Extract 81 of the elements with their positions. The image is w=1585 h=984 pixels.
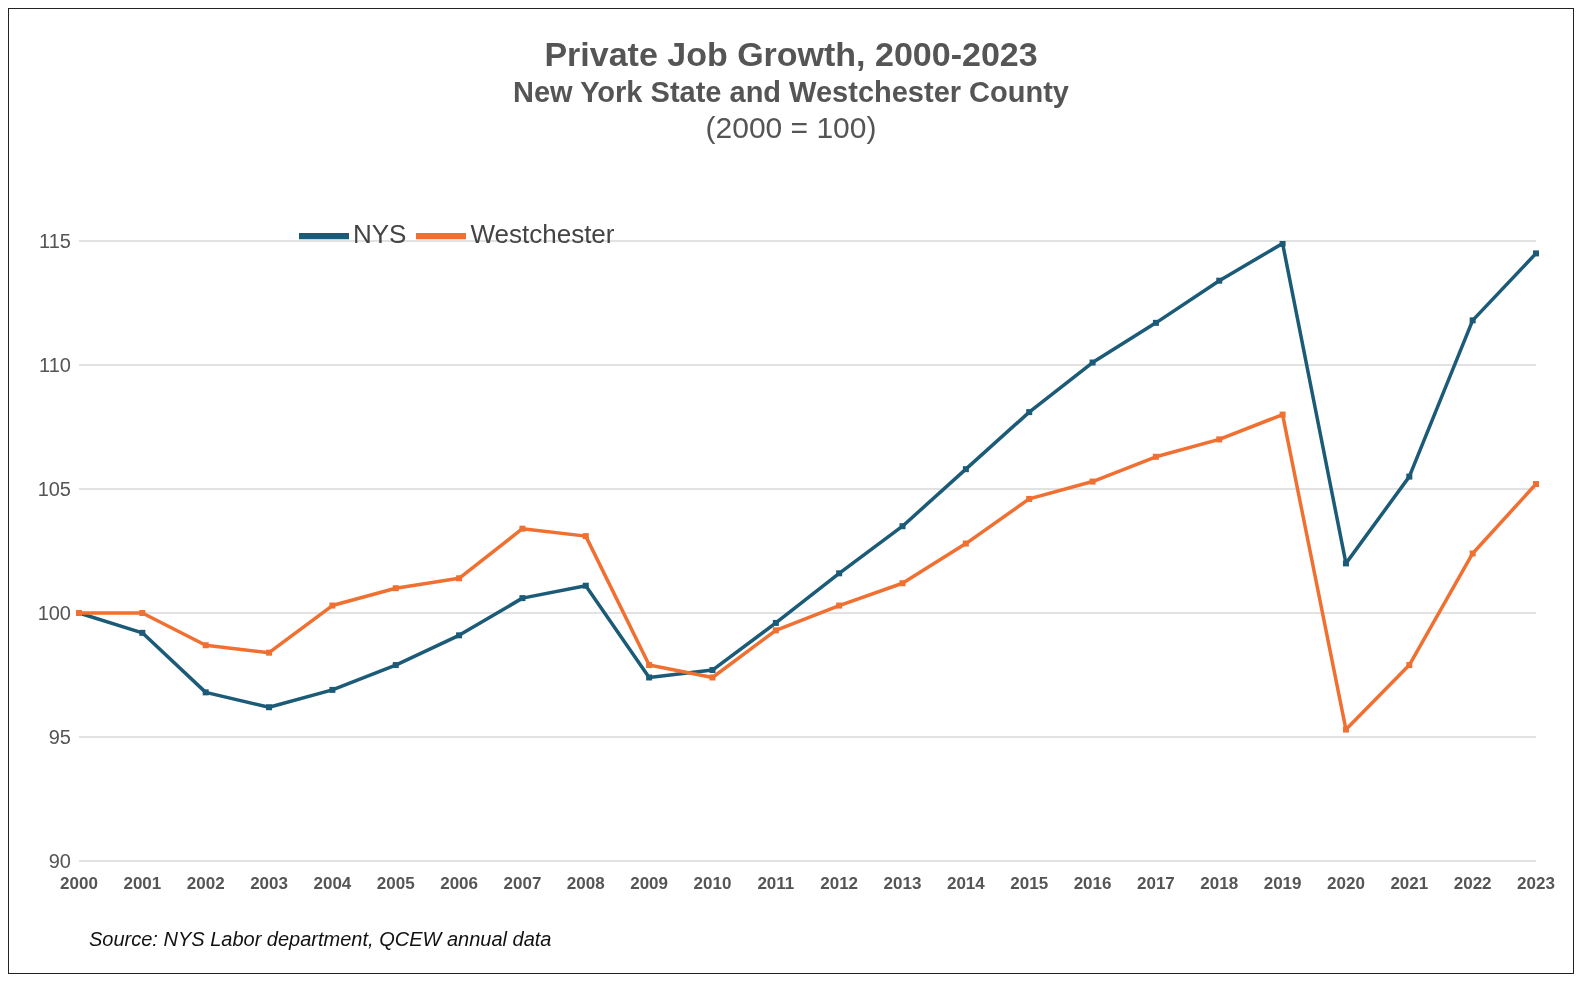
point [456,575,463,582]
x-tick-label: 2016 [1073,874,1112,894]
x-tick-label: 2013 [883,874,922,894]
x-tick-label: 2001 [123,874,162,894]
point [1533,481,1539,488]
point [962,466,969,473]
point [1406,662,1413,669]
x-tick-label: 2009 [630,874,669,894]
point [582,533,589,540]
y-tick-label: 110 [39,354,71,377]
point [709,667,716,674]
point [1533,250,1539,257]
x-tick-label: 2023 [1517,874,1555,894]
point [1279,241,1286,247]
x-tick-label: 2003 [250,874,288,894]
point [709,674,716,681]
point [202,642,209,649]
point [1026,495,1033,502]
legend-label: Westchester [470,218,615,249]
point [266,649,273,656]
x-tick-label: 2014 [946,874,986,894]
point [582,582,589,589]
point [139,610,146,616]
x-tick-label: 2004 [313,874,352,894]
x-tick-label: 2010 [693,874,732,894]
x-tick-label: 2022 [1453,874,1492,894]
x-tick-label: 2021 [1390,874,1429,894]
point [1216,436,1223,443]
point [266,704,273,711]
point [1089,359,1096,366]
y-tick-label: 90 [48,850,71,873]
point [1469,317,1476,324]
point [1342,560,1349,567]
point [202,689,209,696]
point [1152,453,1159,460]
x-tick-label: 2018 [1200,874,1239,894]
y-tick-label: 95 [48,726,71,749]
source-note: Source: NYS Labor department, QCEW annual data [89,928,552,951]
x-tick-label: 2008 [566,874,605,894]
point [1026,409,1033,416]
y-tick-label: 115 [39,230,71,253]
point [1152,319,1159,326]
y-tick-label: 105 [37,478,71,501]
chart-subtitle: New York State and Westchester County (2000 = 100) [512,76,1070,145]
point [772,627,779,634]
point [329,686,336,693]
x-tick-label: 2020 [1327,874,1365,894]
x-tick-label: 2005 [376,874,415,894]
x-tick-label: 2011 [757,874,795,894]
point [899,580,906,587]
point [1216,277,1223,284]
point [1406,473,1413,480]
point [836,570,843,577]
point [772,619,779,626]
point [1469,550,1476,557]
point [392,585,399,592]
point [519,525,526,532]
x-tick-label: 2006 [440,874,478,894]
point [836,602,843,609]
x-tick-label: 2015 [1010,874,1049,894]
point [519,595,526,602]
x-tick-label: 2002 [186,874,225,894]
legend-label: NYS [353,218,407,249]
y-tick-label: 100 [37,602,71,625]
point [1342,726,1349,733]
point [899,523,906,530]
x-tick-label: 2000 [60,874,98,894]
point [392,662,399,669]
point [456,632,463,639]
x-tick-label: 2017 [1137,874,1175,894]
chart-title: Private Job Growth, 2000-2023 [543,35,1039,74]
x-tick-label: 2012 [820,874,859,894]
point [1089,478,1096,485]
point [1279,411,1286,418]
point [646,662,653,669]
x-tick-label: 2019 [1263,874,1302,894]
point [139,629,146,636]
point [646,674,653,681]
x-tick-label: 2007 [503,874,542,894]
point [962,540,969,547]
point [329,602,336,609]
